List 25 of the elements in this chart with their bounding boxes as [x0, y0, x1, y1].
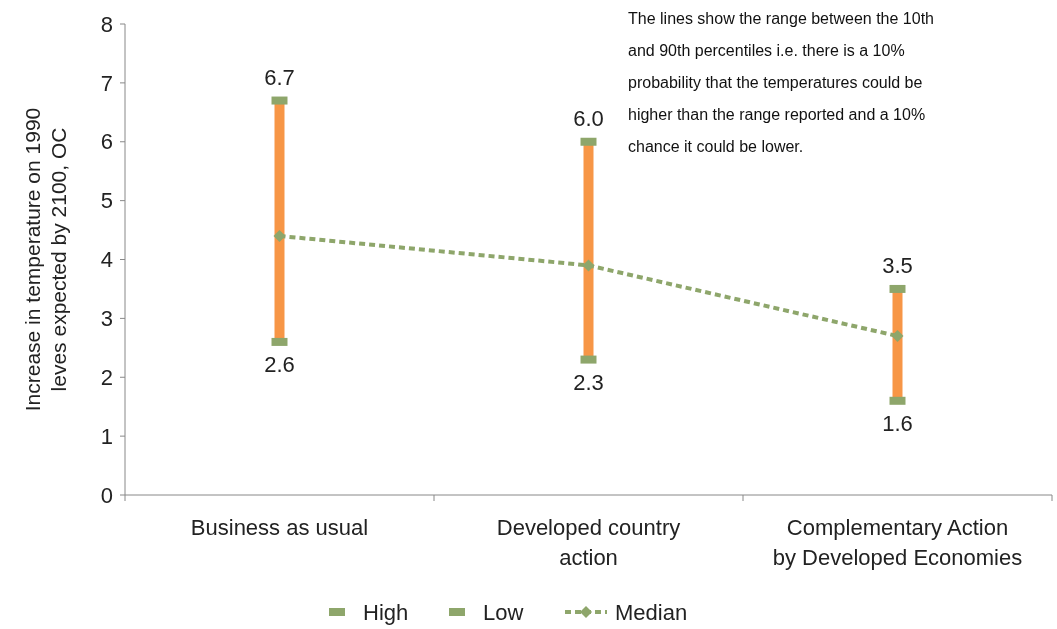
legend-label: Median: [615, 599, 688, 625]
y-tick-label: 6: [100, 129, 113, 155]
data-label: 6.0: [573, 105, 604, 131]
x-tick-label: Business as usual: [190, 515, 369, 540]
point: [273, 229, 286, 242]
data-label: 2.6: [264, 351, 295, 377]
annotation: The lines show the range between the 10th and 90th percentiles i.e. there is a 10% probability that the temperatures could be higher than the range reported and a 10% chance it could be lower.: [628, 10, 934, 155]
y-tick-label: 8: [100, 11, 113, 37]
data-label: 6.7: [264, 64, 295, 90]
point: [891, 330, 904, 343]
data-label: 3.5: [882, 252, 913, 278]
data-label: 2.3: [573, 369, 604, 395]
y-tick-label: 1: [100, 423, 113, 449]
legend-label: Low: [483, 599, 524, 625]
data-label: 1.6: [882, 410, 913, 436]
x-tick-label: Developed country action: [496, 515, 681, 570]
y-tick-label: 2: [100, 364, 113, 390]
x-tick-label: Complementary Action by Developed Economies: [772, 515, 1023, 570]
y-tick-label: 3: [100, 306, 113, 332]
y-tick-label: 5: [100, 188, 113, 214]
y-tick-label: 0: [100, 482, 113, 508]
legend-label: High: [363, 599, 409, 625]
y-tick-label: 7: [100, 70, 113, 96]
y-tick-label: 4: [100, 247, 113, 273]
y-axis-title: Increase in temperature on 1990 leves expected by 2100, OC: [21, 107, 70, 412]
